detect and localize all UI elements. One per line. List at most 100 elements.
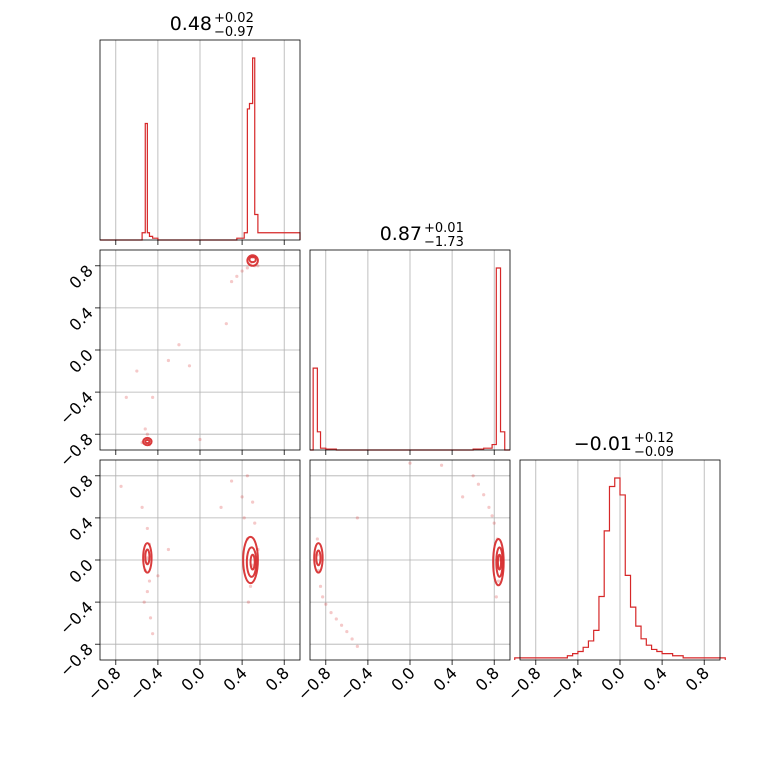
panel-content [313, 461, 505, 648]
sample-point [494, 595, 498, 599]
sample-point [321, 595, 325, 599]
y-tick-label: 0.8 [65, 471, 96, 502]
sample-point [256, 264, 260, 268]
y-tick-label: 0.0 [65, 345, 96, 376]
y-tick-label: −0.8 [56, 640, 97, 681]
density-contour [142, 542, 153, 574]
y-tick-label: 0.8 [65, 261, 96, 292]
sample-point [198, 437, 202, 442]
density-contour [492, 537, 505, 587]
sample-point [151, 395, 155, 399]
sample-point [318, 584, 323, 588]
x-tick-label: 0.8 [682, 663, 713, 694]
density-contour [248, 255, 257, 264]
sample-point [355, 644, 359, 648]
panel-content [119, 455, 260, 636]
x-tick-label: −0.8 [294, 663, 335, 704]
sample-point [350, 637, 354, 641]
density-contour [246, 254, 259, 267]
hist-panel-1 [99, 39, 301, 245]
sample-point [235, 274, 239, 278]
sample-point [240, 495, 244, 499]
title-median: 0.87 [380, 223, 422, 245]
sample-point [148, 616, 153, 620]
density-contour [144, 548, 151, 566]
sample-point [251, 500, 255, 504]
x-tick-label: 0.8 [472, 663, 503, 694]
density-contour [313, 542, 324, 574]
y-tick-label: −0.4 [56, 387, 97, 428]
x-tick-label: 0.0 [387, 663, 418, 694]
x-tick-label: 0.4 [640, 663, 671, 694]
y-tick-label: −0.8 [56, 430, 97, 471]
sample-point [461, 495, 465, 499]
density-contour [495, 546, 504, 578]
sample-point [140, 505, 144, 509]
x-tick-label: 0.0 [597, 663, 628, 694]
sample-point [245, 474, 249, 478]
title-minus-error: −0.09 [634, 445, 674, 460]
density-contour [144, 439, 151, 445]
sample-point [145, 432, 149, 436]
y-tick-label: 0.4 [65, 303, 96, 334]
sample-point [145, 526, 149, 531]
sample-point [482, 493, 486, 497]
y-tick-label: −0.4 [56, 597, 97, 638]
sample-point [183, 455, 186, 458]
sample-point [145, 556, 149, 560]
density-contour [315, 549, 322, 567]
x-tick-label: 0.8 [262, 663, 293, 694]
sample-point [253, 521, 257, 525]
sample-point [177, 343, 181, 347]
title-median: 0.48 [170, 13, 212, 35]
hist-title-3: −0.01 +0.12−0.09 [574, 431, 674, 460]
sample-point [246, 600, 251, 604]
sample-point [240, 269, 244, 273]
sample-point [345, 629, 349, 634]
sample-point [439, 463, 444, 467]
x-tick-label: −0.4 [126, 663, 167, 704]
sample-point [219, 505, 223, 509]
x-tick-label: −0.4 [546, 663, 587, 704]
sample-point [408, 461, 412, 465]
sample-point [166, 358, 171, 363]
sample-point [187, 364, 192, 368]
density-contour [245, 546, 258, 578]
density-contour [496, 553, 503, 571]
sample-point [166, 547, 171, 552]
title-plus-error: +0.12 [634, 431, 674, 446]
sample-point [143, 427, 147, 431]
x-tick-label: 0.4 [220, 663, 251, 694]
hist-title-1: 0.48 +0.02−0.97 [170, 11, 254, 40]
density-contour [242, 535, 259, 585]
sample-point [471, 474, 475, 478]
sample-point [492, 521, 496, 525]
sample-point [315, 537, 319, 541]
sample-point [224, 322, 228, 326]
sample-point [151, 632, 155, 636]
sample-point [324, 602, 328, 606]
sample-point [124, 395, 128, 399]
sample-point [245, 266, 249, 270]
sample-point [248, 584, 253, 588]
sample-point [476, 482, 481, 486]
x-tick-label: 0.4 [430, 663, 461, 694]
x-tick-label: −0.8 [84, 663, 125, 704]
sample-point [487, 505, 491, 509]
sample-point [135, 369, 139, 373]
sample-point [147, 579, 152, 583]
sample-point [119, 484, 123, 488]
title-plus-error: +0.01 [424, 221, 464, 236]
sample-point [334, 617, 338, 621]
sample-point [145, 589, 149, 594]
sample-point [339, 623, 344, 627]
density-contour [142, 436, 153, 447]
sample-point [490, 514, 494, 518]
scatter-panel-2-1: −0.8 −0.4 0.0 0.4 0.8 [294, 459, 511, 704]
title-minus-error: −0.97 [214, 25, 254, 40]
sample-point [355, 516, 359, 520]
hist-panel-3: −0.8 −0.4 0.0 0.4 0.8 [504, 459, 726, 704]
title-minus-error: −1.73 [424, 235, 464, 250]
scatter-panel-2-0: −0.8 −0.4 0.0 0.4 0.8−0.8−0.40.00.40.8 [56, 455, 301, 704]
